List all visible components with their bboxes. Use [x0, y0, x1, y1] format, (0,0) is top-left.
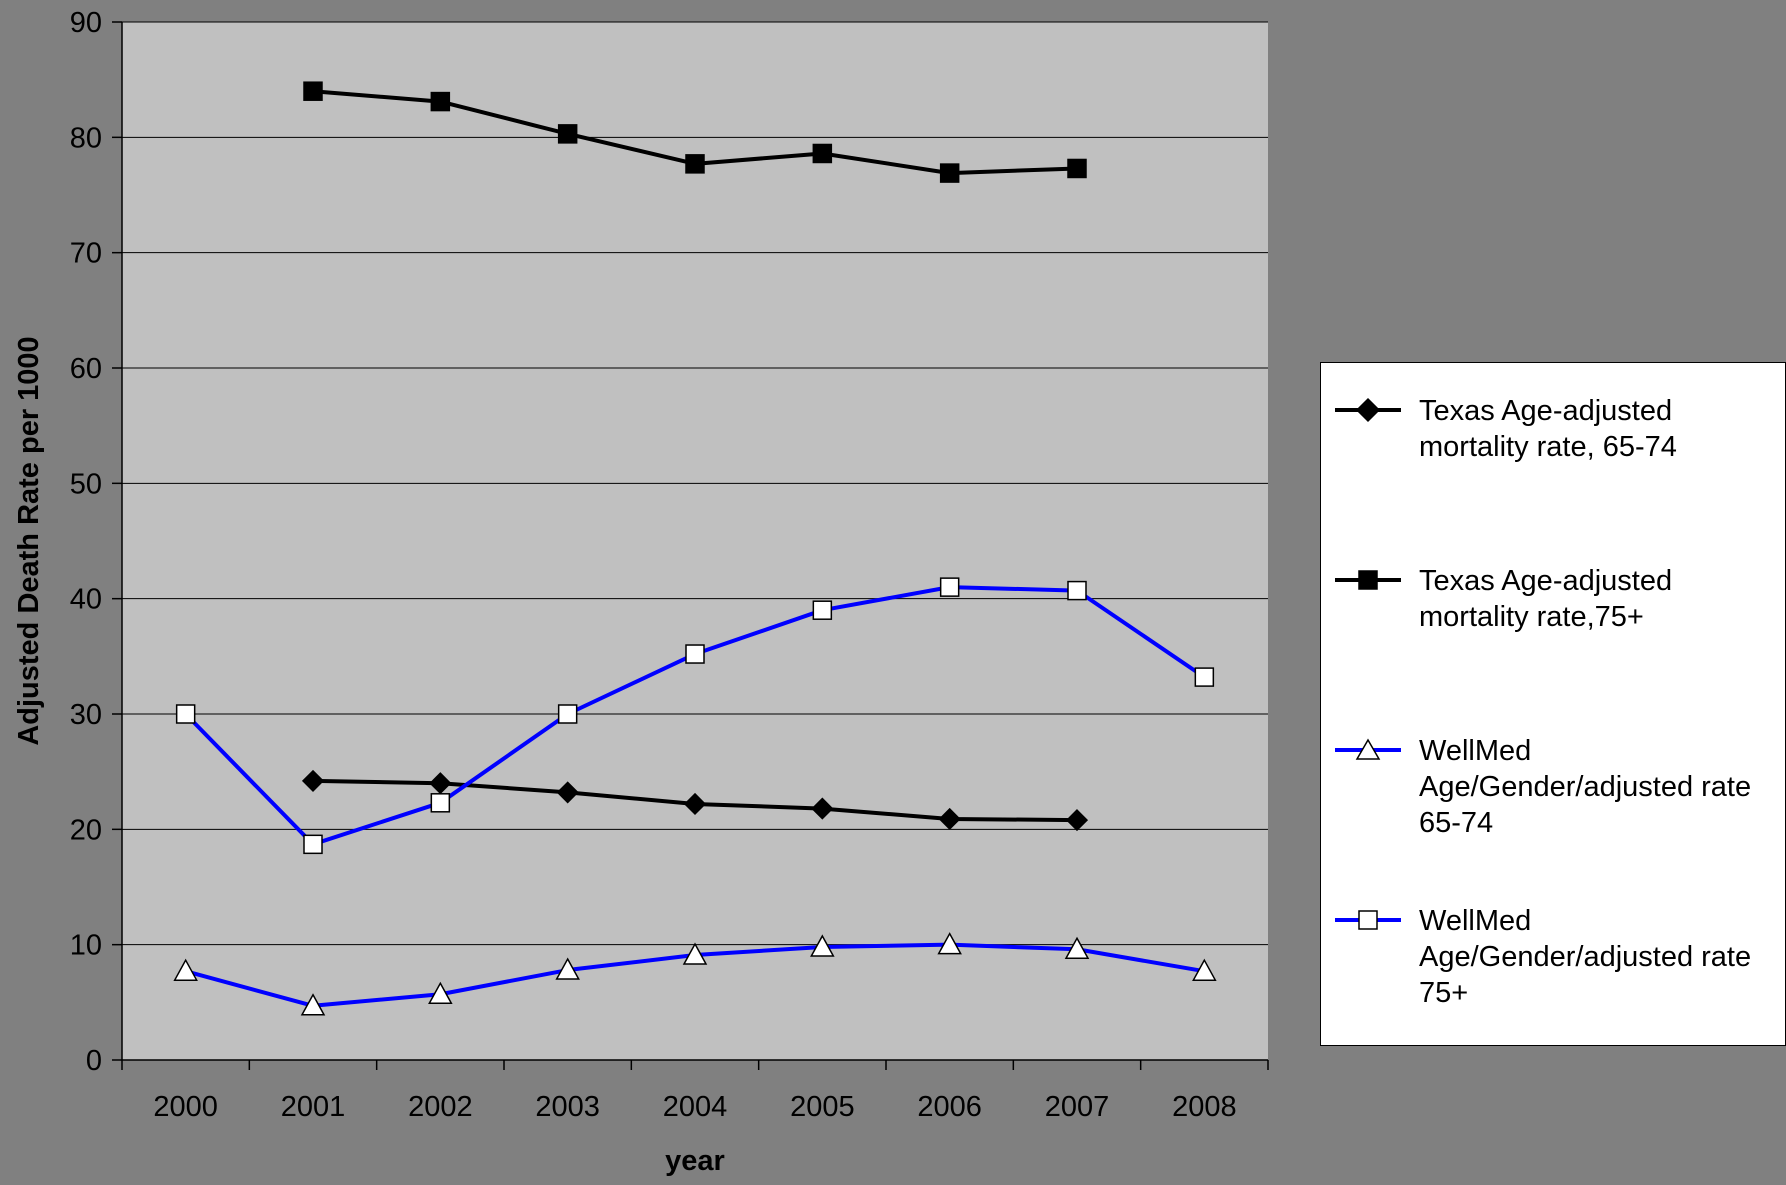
data-point-series-2 — [685, 154, 705, 174]
x-tick-label: 2006 — [917, 1091, 982, 1123]
data-point-series-3 — [682, 942, 708, 965]
legend-label: Texas Age-adjusted mortality rate,75+ — [1419, 563, 1785, 635]
data-point-series-2 — [939, 163, 960, 183]
legend-swatch-filled-square-icon — [1335, 570, 1401, 590]
x-tick-label: 2003 — [535, 1091, 600, 1123]
plot-area — [122, 22, 1268, 1060]
data-point-series-3 — [810, 934, 835, 957]
legend-label-line: WellMed — [1419, 735, 1532, 767]
data-point-series-2 — [557, 124, 578, 144]
x-tick-label: 2004 — [663, 1091, 728, 1123]
y-tick-label: 10 — [70, 930, 102, 962]
data-point-series-2 — [1067, 158, 1087, 179]
data-point-series-1 — [556, 781, 579, 804]
data-point-series-1 — [938, 807, 961, 831]
data-point-series-3 — [300, 993, 326, 1016]
y-tick-label: 70 — [70, 238, 102, 270]
data-point-series-4 — [557, 704, 578, 724]
legend: Texas Age-adjusted mortality rate, 65-74… — [1320, 362, 1786, 1046]
legend-label-line: mortality rate,75+ — [1419, 601, 1644, 633]
legend-label-line: 75+ — [1419, 977, 1469, 1009]
data-point-series-3 — [173, 958, 198, 981]
x-tick-label: 2000 — [153, 1091, 218, 1123]
data-point-series-2 — [812, 143, 833, 164]
y-tick-label: 90 — [70, 7, 102, 39]
legend-label-line: Texas Age-adjusted — [1419, 565, 1673, 597]
data-point-series-4 — [1194, 667, 1215, 687]
data-point-series-3 — [1192, 958, 1217, 981]
legend-label: Texas Age-adjusted mortality rate, 65-74 — [1419, 393, 1785, 465]
x-tick-label: 2002 — [408, 1091, 473, 1123]
data-point-series-3 — [1064, 936, 1090, 960]
data-point-series-2 — [430, 91, 451, 112]
data-point-series-2 — [303, 81, 323, 101]
data-point-series-4 — [812, 600, 833, 620]
legend-label-line: Texas Age-adjusted — [1419, 395, 1673, 427]
y-tick-label: 50 — [70, 468, 102, 500]
y-tick-label: 40 — [70, 584, 102, 616]
data-point-series-4 — [303, 834, 323, 855]
data-point-series-4 — [939, 577, 960, 597]
data-point-series-4 — [685, 644, 705, 664]
data-point-series-1 — [301, 769, 325, 792]
data-point-series-4 — [1067, 580, 1087, 601]
y-tick-label: 30 — [70, 699, 102, 731]
legend-label-line: Age/Gender/adjusted rate — [1419, 771, 1752, 803]
y-axis-title: Adjusted Death Rate per 1000 — [13, 336, 45, 745]
x-tick-label: 2007 — [1045, 1091, 1110, 1123]
data-point-series-3 — [428, 981, 453, 1005]
y-tick-label: 0 — [86, 1045, 102, 1077]
data-point-series-3 — [555, 957, 580, 980]
legend-label: WellMed Age/Gender/adjusted rate 75+ — [1419, 903, 1785, 1011]
legend-swatch-triangle-icon — [1335, 738, 1401, 760]
x-axis-title: year — [665, 1145, 725, 1177]
legend-label-line: 65-74 — [1419, 807, 1494, 839]
data-point-series-3 — [937, 932, 962, 955]
y-tick-label: 60 — [70, 353, 102, 385]
data-point-series-1 — [683, 792, 707, 816]
x-tick-label: 2008 — [1172, 1091, 1237, 1123]
data-point-series-1 — [811, 797, 834, 820]
data-point-series-4 — [430, 793, 451, 813]
legend-label: WellMed Age/Gender/adjusted rate 65-74 — [1419, 733, 1785, 841]
legend-swatch-open-square-icon — [1335, 910, 1401, 930]
x-tick-label: 2001 — [281, 1091, 346, 1123]
x-tick-label: 2005 — [790, 1091, 855, 1123]
y-tick-label: 80 — [70, 122, 102, 154]
data-point-series-4 — [175, 704, 196, 724]
legend-label-line: WellMed — [1419, 905, 1532, 937]
data-point-series-1 — [1065, 809, 1089, 832]
y-tick-label: 20 — [70, 814, 102, 846]
legend-label-line: mortality rate, 65-74 — [1419, 431, 1677, 463]
legend-swatch-diamond-icon — [1335, 397, 1401, 423]
legend-label-line: Age/Gender/adjusted rate — [1419, 941, 1752, 973]
